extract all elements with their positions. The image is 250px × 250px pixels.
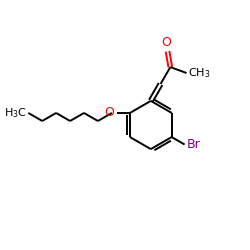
Text: H$_3$C: H$_3$C: [4, 106, 26, 120]
Text: O: O: [105, 106, 115, 120]
Text: Br: Br: [186, 138, 200, 151]
Text: O: O: [162, 36, 171, 49]
Text: CH$_3$: CH$_3$: [188, 66, 211, 80]
